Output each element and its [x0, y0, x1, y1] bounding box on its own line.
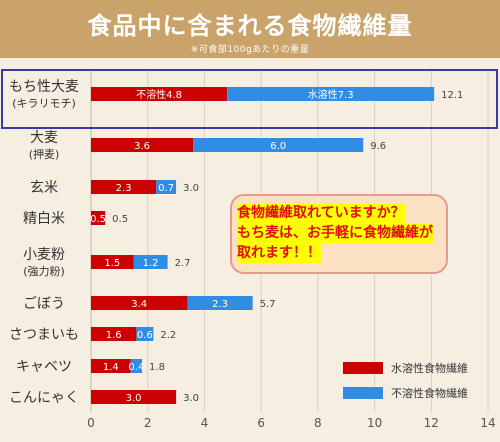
callout-line: 食物繊維取れていますか？ [237, 204, 405, 223]
category-label: 精白米 [23, 211, 65, 227]
bar-label-soluble: 0.6 [137, 330, 153, 341]
fiber-bar-chart: 0 2 4 6 8 10 12 14 もち性大麦 (キラリモチ) 不溶性4.8 水溶性7.3 12.1 大… [1, 69, 498, 430]
bar-soluble [136, 327, 154, 341]
category-label: 玄米 [30, 179, 58, 196]
total-label: 3.0 [183, 393, 199, 404]
bar-insoluble [91, 211, 106, 225]
bar-insoluble [91, 359, 131, 373]
x-tick-label: 4 [201, 416, 209, 430]
x-tick-label: 12 [424, 416, 439, 430]
bar-insoluble [91, 296, 188, 310]
x-tick-label: 0 [87, 416, 95, 430]
bar-label-insoluble: 0.5 [90, 214, 106, 225]
category-label: ごぼう [23, 296, 65, 312]
category-label: こんにゃく [9, 390, 79, 406]
total-label: 2.7 [175, 258, 191, 269]
legend-label: 水溶性食物繊維 [391, 361, 468, 375]
category-sublabel: (押麦) [29, 147, 60, 161]
x-tick-label: 8 [314, 416, 322, 430]
category-label: さつまいも [9, 327, 79, 343]
legend-swatch [343, 387, 383, 399]
bar-label-insoluble: 3.4 [131, 299, 147, 310]
bar-label-insoluble: 3.6 [134, 141, 150, 152]
bar-label-soluble: 1.2 [143, 258, 159, 269]
bar-label-soluble: 水溶性7.3 [308, 88, 354, 101]
page-title: 食品中に含まれる食物繊維量 [87, 12, 413, 40]
category-label: もち性大麦 [9, 79, 79, 95]
bar-insoluble [91, 180, 157, 194]
bar-label-insoluble: 1.6 [106, 330, 122, 341]
total-label: 12.1 [441, 90, 463, 101]
bar-soluble [187, 296, 253, 310]
legend-swatch [343, 362, 383, 374]
highlight-box [1, 69, 498, 129]
bar-soluble [156, 180, 177, 194]
total-label: 5.7 [260, 299, 276, 310]
category-label: 小麦粉 [23, 247, 65, 263]
bar-label-soluble: 6.0 [270, 141, 286, 152]
total-label: 9.6 [370, 141, 386, 152]
total-label: 0.5 [112, 214, 128, 225]
total-label: 1.8 [149, 362, 165, 373]
bar-label-soluble: 0.7 [158, 183, 174, 194]
bar-soluble [133, 255, 168, 269]
x-tick-label: 14 [480, 416, 495, 430]
legend-label: 不溶性食物繊維 [391, 386, 468, 400]
callout-line: もち麦は、お手軽に食物繊維が [237, 224, 433, 243]
bar-soluble [227, 87, 435, 101]
bar-insoluble [91, 87, 228, 101]
bar-soluble [193, 138, 364, 152]
bar-label-insoluble: 2.3 [116, 183, 132, 194]
bar-label-insoluble: 1.4 [103, 362, 119, 373]
bar-insoluble [91, 327, 137, 341]
x-tick-label: 2 [144, 416, 152, 430]
page-subtitle: ※可食部100gあたりの重量 [190, 45, 310, 55]
bar-soluble [130, 359, 143, 373]
bar-insoluble [91, 390, 177, 404]
callout-text: 食物繊維取れていますか？ もち麦は、お手軽に食物繊維が 取れます！！ [237, 204, 433, 264]
x-tick-label: 10 [367, 416, 382, 430]
total-label: 2.2 [160, 330, 176, 341]
bar-insoluble [91, 255, 134, 269]
bar-label-insoluble: 不溶性4.8 [136, 88, 182, 101]
bar-label-soluble: 0.4 [128, 362, 144, 373]
category-label: 大麦 [30, 130, 58, 146]
x-tick-label: 6 [257, 416, 265, 430]
total-label: 3.0 [183, 183, 199, 194]
callout-line: 取れます！！ [237, 244, 321, 263]
bar-label-soluble: 2.3 [212, 299, 228, 310]
category-label: キャベツ [16, 359, 72, 375]
category-sublabel: (強力粉) [23, 265, 65, 278]
bar-insoluble [91, 138, 194, 152]
category-sublabel: (キラリモチ) [12, 97, 76, 110]
title-banner [0, 0, 500, 58]
bar-label-insoluble: 1.5 [104, 258, 120, 269]
bar-label-insoluble: 3.0 [126, 393, 142, 404]
